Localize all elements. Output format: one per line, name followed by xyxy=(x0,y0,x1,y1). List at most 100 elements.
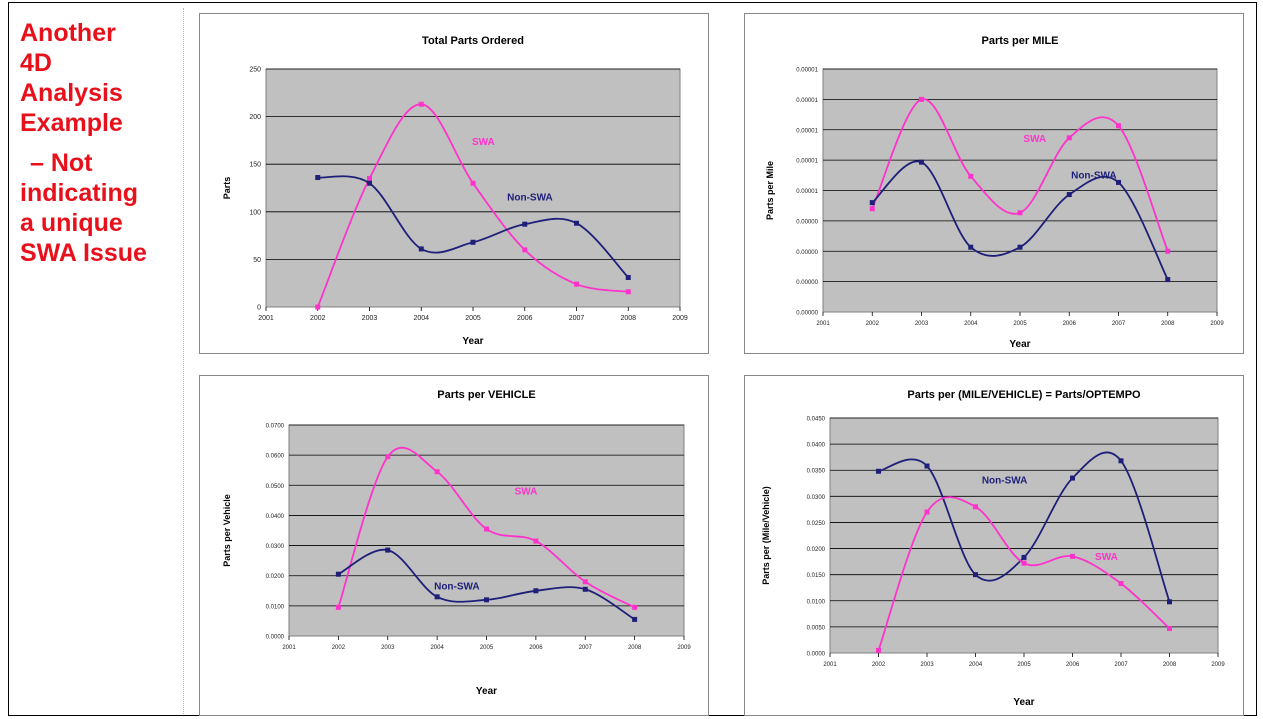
y-tick-label: 0.00001 xyxy=(796,189,818,195)
data-point xyxy=(625,274,631,280)
y-tick-label: 0.00000 xyxy=(796,311,818,317)
y-tick-label: 0.00000 xyxy=(796,250,818,256)
y-tick-label: 0.0700 xyxy=(266,424,285,430)
data-point xyxy=(522,221,528,227)
y-tick-label: 0.00000 xyxy=(796,280,818,286)
data-point xyxy=(367,175,372,181)
data-point xyxy=(533,588,539,594)
y-tick-label: 200 xyxy=(249,114,261,121)
data-point xyxy=(1017,210,1023,216)
y-axis-label: Parts per Mile xyxy=(765,161,775,220)
x-tick-label: 2003 xyxy=(381,645,395,651)
data-point xyxy=(1116,123,1121,129)
x-axis-label: Year xyxy=(476,686,497,697)
y-tick-label: 50 xyxy=(253,257,261,264)
y-tick-label: 0.00001 xyxy=(796,68,818,74)
y-tick-label: 250 xyxy=(249,67,261,74)
x-tick-label: 2009 xyxy=(672,315,688,322)
data-point xyxy=(574,220,579,226)
data-point xyxy=(574,281,579,287)
chart-title: Parts per MILE xyxy=(981,35,1058,47)
data-point xyxy=(418,101,424,107)
data-point xyxy=(484,597,489,603)
y-tick-label: 0.0000 xyxy=(807,652,826,658)
y-axis-label: Parts xyxy=(222,177,232,200)
data-point xyxy=(876,647,881,653)
y-tick-label: 100 xyxy=(249,209,261,216)
y-tick-label: 0 xyxy=(257,305,261,312)
x-tick-label: 2002 xyxy=(866,321,880,327)
data-point xyxy=(1116,179,1121,185)
data-point xyxy=(632,604,638,610)
x-tick-label: 2009 xyxy=(1210,321,1224,327)
data-point xyxy=(1165,248,1171,254)
data-point xyxy=(315,175,321,181)
chart-parts-per-vehicle: Parts per VEHICLE 0.0000 0.0100 0.0200 0.030… xyxy=(199,375,709,716)
heading-line: Analysis xyxy=(20,79,123,107)
chart-total-parts: Total Parts Ordered 0 50 100 150 200 250 2001 20… xyxy=(199,13,709,354)
x-tick-label: 2007 xyxy=(1112,321,1126,327)
data-point xyxy=(582,586,588,592)
data-point xyxy=(869,206,875,212)
data-point xyxy=(1118,581,1124,587)
y-tick-label: 0.0400 xyxy=(807,443,826,449)
heading-line: Example xyxy=(20,109,123,137)
y-tick-label: 0.0300 xyxy=(266,544,285,550)
data-point xyxy=(434,469,440,475)
data-point xyxy=(919,96,924,102)
x-tick-label: 2005 xyxy=(480,645,494,651)
x-tick-label: 2005 xyxy=(1013,321,1027,327)
y-tick-label: 0.0250 xyxy=(807,521,826,527)
data-point xyxy=(470,180,476,186)
x-axis-label: Year xyxy=(462,336,483,347)
x-tick-label: 2004 xyxy=(964,321,978,327)
y-tick-label: 0.0100 xyxy=(266,604,285,610)
x-tick-label: 2007 xyxy=(579,645,593,651)
data-point xyxy=(924,509,930,515)
x-tick-label: 2004 xyxy=(969,662,983,668)
x-tick-label: 2006 xyxy=(1066,662,1080,668)
x-tick-label: 2009 xyxy=(1211,662,1225,668)
x-tick-label: 2003 xyxy=(920,662,934,668)
data-point xyxy=(1066,135,1072,141)
x-tick-label: 2008 xyxy=(620,315,636,322)
y-tick-label: 0.0200 xyxy=(266,574,285,580)
data-point xyxy=(315,304,321,310)
x-tick-label: 2006 xyxy=(517,315,533,322)
x-tick-label: 2008 xyxy=(628,645,642,651)
data-point xyxy=(625,289,631,295)
heading-line: 4D xyxy=(20,49,52,77)
series-label: Non-SWA xyxy=(434,581,480,592)
data-point xyxy=(869,200,875,206)
x-tick-label: 2005 xyxy=(465,315,481,322)
x-tick-label: 2001 xyxy=(823,662,837,668)
data-point xyxy=(582,579,588,585)
data-point xyxy=(1070,475,1075,481)
data-point xyxy=(533,538,539,544)
x-tick-label: 2009 xyxy=(677,645,691,651)
y-tick-label: 0.0600 xyxy=(266,454,285,460)
divider xyxy=(183,8,184,714)
x-tick-label: 2005 xyxy=(1017,662,1031,668)
y-tick-label: 0.0050 xyxy=(807,625,826,631)
x-tick-label: 2001 xyxy=(258,315,274,322)
x-tick-label: 2004 xyxy=(430,645,444,651)
data-point xyxy=(973,572,978,578)
data-point xyxy=(484,526,489,532)
chart-parts-per-optempo: Parts per (MILE/VEHICLE) = Parts/OPTEMPO… xyxy=(744,375,1244,716)
y-axis-label: Parts per Vehicle xyxy=(222,494,232,567)
series-label: SWA xyxy=(515,486,538,497)
subheading-line: a unique xyxy=(20,209,123,237)
data-point xyxy=(968,173,974,179)
data-point xyxy=(522,247,528,253)
data-point xyxy=(335,571,341,577)
chart-svg: Total Parts Ordered 0 50 100 150 200 250 2001 20… xyxy=(222,35,688,347)
y-tick-label: 0.0100 xyxy=(807,599,826,605)
x-tick-label: 2004 xyxy=(413,315,429,322)
chart-title: Parts per (MILE/VEHICLE) = Parts/OPTEMPO xyxy=(907,389,1141,401)
data-point xyxy=(367,180,372,186)
series-label: Non-SWA xyxy=(1071,170,1117,181)
series-label: SWA xyxy=(472,137,495,148)
data-point xyxy=(924,463,930,469)
y-tick-label: 0.0400 xyxy=(266,514,285,520)
